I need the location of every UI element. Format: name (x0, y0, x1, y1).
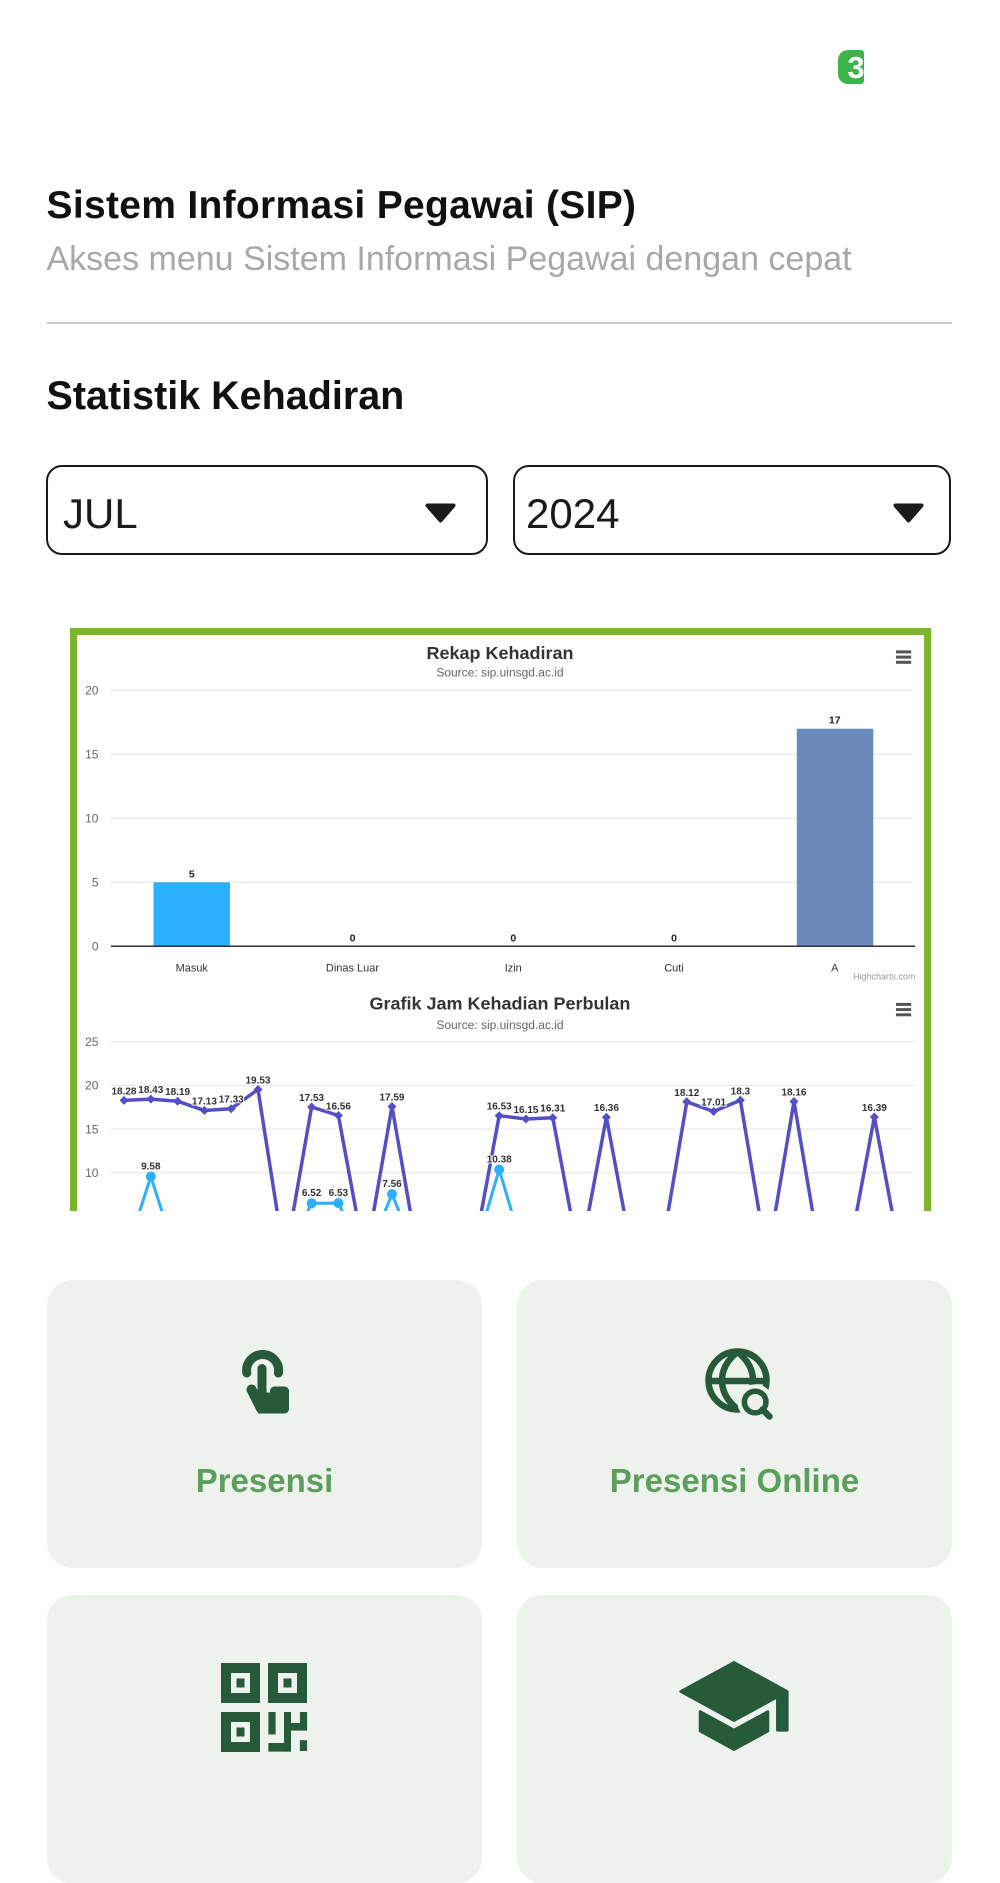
svg-text:0: 0 (510, 933, 516, 944)
svg-text:18.19: 18.19 (165, 1087, 190, 1098)
svg-text:10: 10 (85, 811, 99, 825)
svg-text:0: 0 (671, 933, 677, 944)
svg-text:9.58: 9.58 (141, 1161, 161, 1172)
svg-text:18.12: 18.12 (674, 1088, 699, 1099)
svg-text:A: A (831, 962, 839, 974)
svg-text:17.33: 17.33 (219, 1095, 244, 1106)
svg-text:Masuk: Masuk (176, 962, 209, 974)
svg-text:16.15: 16.15 (513, 1105, 538, 1116)
svg-text:18.28: 18.28 (111, 1086, 136, 1097)
svg-text:5: 5 (189, 869, 195, 880)
svg-text:20: 20 (85, 684, 99, 698)
svg-text:Source: sip.uinsgd.ac.id: Source: sip.uinsgd.ac.id (436, 666, 563, 680)
svg-text:7.56: 7.56 (382, 1179, 402, 1190)
svg-text:Izin: Izin (505, 962, 522, 974)
svg-text:25: 25 (85, 1035, 99, 1049)
svg-text:5: 5 (92, 875, 99, 889)
svg-text:10: 10 (85, 1166, 99, 1180)
svg-text:Dinas Luar: Dinas Luar (326, 962, 379, 974)
svg-text:Rekap Kehadiran: Rekap Kehadiran (427, 643, 574, 663)
svg-text:17.53: 17.53 (299, 1093, 324, 1104)
svg-text:16.53: 16.53 (487, 1102, 512, 1113)
svg-text:10.38: 10.38 (487, 1154, 512, 1165)
svg-text:17.13: 17.13 (192, 1096, 217, 1107)
svg-text:20: 20 (85, 1079, 99, 1093)
svg-text:Grafik Jam Kehadian Perbulan: Grafik Jam Kehadian Perbulan (370, 994, 631, 1014)
svg-text:16.36: 16.36 (594, 1103, 619, 1114)
svg-text:0: 0 (92, 939, 99, 953)
svg-text:18.3: 18.3 (731, 1086, 751, 1097)
svg-text:Source: sip.uinsgd.ac.id: Source: sip.uinsgd.ac.id (436, 1018, 563, 1032)
svg-text:17: 17 (829, 716, 841, 727)
svg-text:16.31: 16.31 (540, 1104, 565, 1115)
svg-text:18.43: 18.43 (138, 1085, 163, 1096)
svg-text:6.52: 6.52 (302, 1188, 322, 1199)
svg-text:17.01: 17.01 (701, 1097, 726, 1108)
svg-text:16.39: 16.39 (862, 1103, 887, 1114)
svg-text:18.16: 18.16 (781, 1087, 806, 1098)
svg-text:15: 15 (85, 1122, 99, 1136)
svg-text:Highcharts.com: Highcharts.com (853, 971, 915, 981)
svg-text:6.53: 6.53 (329, 1188, 349, 1199)
svg-text:15: 15 (85, 747, 99, 761)
svg-text:16.56: 16.56 (326, 1101, 351, 1112)
svg-text:19.53: 19.53 (245, 1075, 270, 1086)
svg-text:0: 0 (350, 933, 356, 944)
svg-text:Cuti: Cuti (664, 962, 684, 974)
svg-text:17.59: 17.59 (379, 1092, 404, 1103)
